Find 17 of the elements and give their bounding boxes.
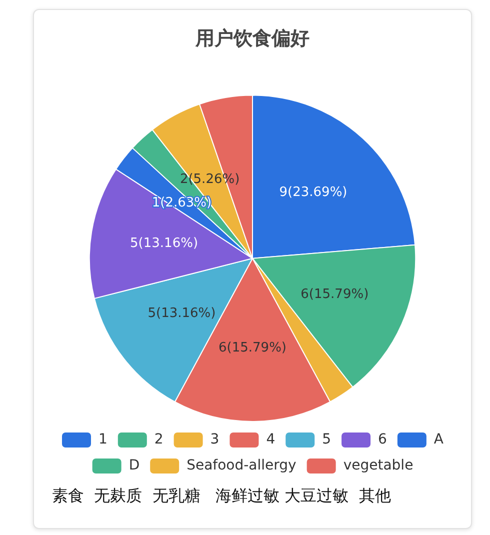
legend-label: 4 xyxy=(266,432,276,448)
data-label: 5(13.16%) xyxy=(130,236,198,252)
legend-label: A xyxy=(434,432,444,448)
legend-label: 5 xyxy=(322,432,332,448)
chart-title: 用户饮食偏好 xyxy=(194,27,310,50)
legend-label: 2 xyxy=(154,432,164,448)
data-label: 5(13.16%) xyxy=(148,306,216,321)
data-label: 6(15.79%) xyxy=(218,340,286,356)
text: 素食 无麸质 无乳糖 海鲜过敏 大豆过敏 其他 xyxy=(52,486,391,507)
legend-label: D xyxy=(128,458,140,474)
legend-label: 1 xyxy=(98,432,108,448)
data-label: 9(23.69%) xyxy=(279,184,348,200)
legend-label: Seafood-allergy xyxy=(186,458,296,474)
data-label: 6(15.79%) xyxy=(300,286,369,302)
legend-label: 3 xyxy=(210,432,220,448)
legend-label: vegetable xyxy=(343,458,414,474)
legend-label: 6 xyxy=(378,432,388,448)
